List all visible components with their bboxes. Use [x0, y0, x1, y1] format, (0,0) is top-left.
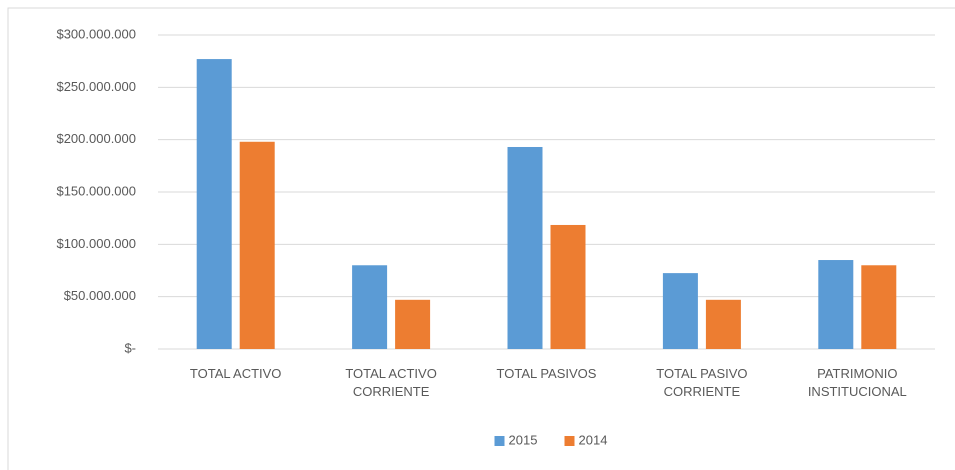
x-tick-label: PATRIMONIO INSTITUCIONAL — [807, 366, 907, 399]
bar — [550, 224, 586, 349]
bar — [861, 265, 897, 349]
y-tick-label: $200.000.000 — [56, 131, 136, 146]
bar — [507, 146, 543, 349]
bar — [352, 265, 388, 349]
x-tick-label: TOTAL ACTIVO CORRIENTE — [345, 366, 437, 399]
y-tick-label: $100.000.000 — [56, 236, 136, 251]
x-tick-label: TOTAL PASIVO CORRIENTE — [656, 366, 748, 399]
x-tick-label: TOTAL ACTIVO — [189, 366, 282, 381]
y-tick-label: $300.000.000 — [56, 26, 136, 41]
y-tick-label: $150.000.000 — [56, 183, 136, 198]
legend-label: 2015 — [509, 432, 538, 447]
y-tick-label: $- — [124, 340, 136, 355]
bar — [818, 260, 854, 349]
legend-swatch — [564, 436, 575, 446]
bar — [239, 141, 275, 349]
legend-swatch — [494, 436, 505, 446]
bar — [662, 273, 698, 349]
y-tick-label: $250.000.000 — [56, 79, 136, 94]
bar — [395, 299, 431, 349]
bar — [705, 299, 741, 349]
bar — [196, 59, 232, 349]
legend-label: 2014 — [579, 432, 608, 447]
y-tick-label: $50.000.000 — [64, 288, 136, 303]
chart-frame — [7, 7, 955, 470]
x-tick-label: TOTAL PASIVOS — [496, 366, 597, 381]
